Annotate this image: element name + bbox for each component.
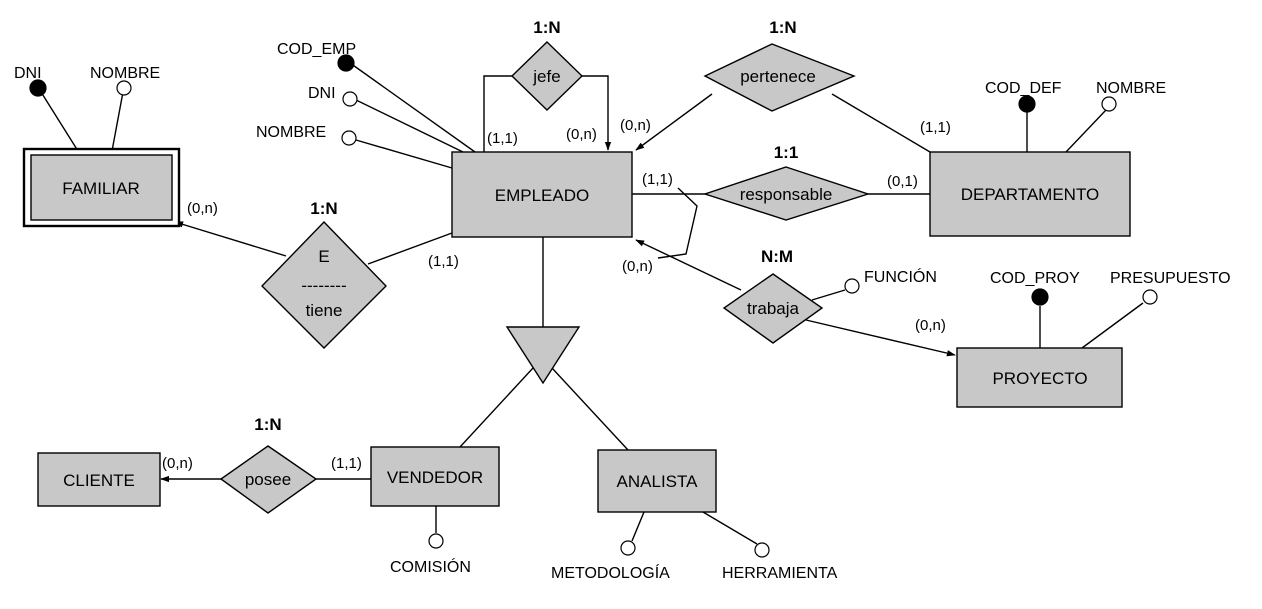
- attribute-circle: [116, 80, 132, 96]
- entity-label: DEPARTAMENTO: [961, 185, 1100, 204]
- relationship-label: pertenece: [740, 67, 816, 86]
- attribute-label: COD_DEF: [985, 80, 1062, 97]
- attribute-circle: [428, 533, 444, 549]
- attribute-label: METODOLOGÍA: [551, 563, 670, 582]
- relationship-label: jefe: [532, 67, 560, 86]
- relationship-dashes: --------: [301, 276, 346, 295]
- key-attribute-dot: [29, 79, 47, 97]
- attribute-circle: [1142, 289, 1158, 305]
- entity-proyecto: PROYECTO: [956, 347, 1123, 408]
- attribute-label: DNI: [14, 65, 42, 82]
- attribute-label: PRESUPUESTO: [1110, 270, 1231, 287]
- relationship-tiene: E -------- tiene: [261, 220, 387, 349]
- attribute-markers: [29, 54, 1158, 558]
- attribute-circle: [1101, 96, 1117, 112]
- attribute-circle: [754, 542, 770, 558]
- entity-label: EMPLEADO: [495, 186, 589, 205]
- entity-label: FAMILIAR: [62, 179, 139, 198]
- cardinality-label: (1,1): [920, 119, 951, 136]
- ratio-label-pertenece: 1:N: [769, 18, 796, 37]
- cardinality-label: (0,n): [187, 200, 218, 217]
- entity-analista: ANALISTA: [597, 449, 717, 513]
- relationship-label-bottom: tiene: [306, 301, 343, 320]
- cardinality-label: (1,1): [331, 455, 362, 472]
- attribute-label: NOMBRE: [256, 124, 326, 141]
- entity-departamento: DEPARTAMENTO: [929, 151, 1131, 237]
- ratio-label-trabaja: N:M: [761, 247, 793, 266]
- attribute-label: DNI: [308, 85, 336, 102]
- attribute-label: FUNCIÓN: [864, 267, 937, 286]
- specialization-triangle: [505, 326, 581, 385]
- connector-lines: [40, 62, 1144, 545]
- ratio-label-responsable: 1:1: [774, 143, 799, 162]
- attribute-label: HERRAMIENTA: [722, 565, 838, 582]
- ratio-label-posee: 1:N: [254, 415, 281, 434]
- key-attribute-dot: [1018, 95, 1036, 113]
- relationship-jefe: jefe: [510, 41, 584, 111]
- cardinality-label: (0,n): [566, 126, 597, 143]
- cardinality-label: (1,1): [642, 171, 673, 188]
- entity-cliente: CLIENTE: [37, 452, 161, 507]
- entity-empleado: EMPLEADO: [451, 151, 633, 238]
- cardinality-label: (1,1): [428, 253, 459, 270]
- attribute-circle: [341, 130, 357, 146]
- attribute-label: COD_PROY: [990, 270, 1080, 287]
- attribute-circle: [620, 540, 636, 556]
- entity-label: ANALISTA: [617, 472, 699, 491]
- attribute-circle: [844, 278, 860, 294]
- entity-familiar: FAMILIAR: [22, 147, 181, 228]
- entity-label: VENDEDOR: [387, 468, 483, 487]
- ratio-label-tiene: 1:N: [310, 199, 337, 218]
- cardinality-label: (1,1): [487, 130, 518, 147]
- attribute-circle: [342, 91, 358, 107]
- key-attribute-dot: [1031, 288, 1049, 306]
- relationship-label: posee: [245, 470, 291, 489]
- cardinality-label: (0,n): [915, 317, 946, 334]
- attribute-label: COMISIÓN: [390, 557, 471, 576]
- attribute-label: NOMBRE: [90, 65, 160, 82]
- attribute-label: COD_EMP: [277, 41, 356, 58]
- entity-vendedor: VENDEDOR: [370, 446, 500, 507]
- relationship-pertenece: pertenece: [703, 43, 856, 112]
- cardinality-label: (0,n): [620, 117, 651, 134]
- relationship-label: trabaja: [747, 299, 800, 318]
- ratio-label-jefe: 1:N: [533, 18, 560, 37]
- cardinality-label: (0,n): [162, 455, 193, 472]
- relationship-label-top: E: [318, 247, 329, 266]
- relationship-label: responsable: [740, 185, 833, 204]
- attribute-label: NOMBRE: [1096, 80, 1166, 97]
- relationship-responsable: responsable: [702, 166, 871, 221]
- entity-label: CLIENTE: [63, 471, 135, 490]
- cardinality-label: (0,n): [622, 258, 653, 275]
- cardinality-label: (0,1): [887, 173, 918, 190]
- relationship-trabaja: trabaja: [722, 273, 824, 344]
- entity-label: PROYECTO: [992, 369, 1087, 388]
- key-attribute-dot: [337, 54, 355, 72]
- relationship-posee: posee: [219, 445, 318, 514]
